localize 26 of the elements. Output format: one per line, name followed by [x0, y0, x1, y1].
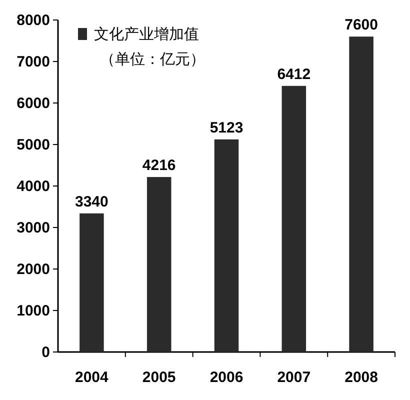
- bar: [214, 139, 239, 352]
- y-tick-label: 4000: [16, 178, 50, 195]
- y-tick-label: 6000: [16, 95, 50, 112]
- data-label: 4216: [142, 157, 176, 174]
- legend-label: 文化产业增加值: [94, 26, 199, 43]
- y-tick-label: 3000: [16, 220, 50, 236]
- y-tick-label: 2000: [16, 261, 50, 278]
- data-label: 7600: [344, 16, 378, 34]
- bar: [146, 177, 172, 352]
- y-tick-label: 0: [42, 344, 50, 361]
- y-tick-label: 1000: [16, 302, 50, 320]
- bar: [80, 213, 104, 352]
- x-tick-label: 2007: [277, 369, 311, 386]
- x-tick-label: 2005: [142, 369, 176, 386]
- x-tick-label: 2008: [344, 369, 378, 386]
- y-tick-label: 7000: [16, 54, 50, 70]
- data-label: 6412: [277, 66, 311, 83]
- bar: [282, 86, 306, 352]
- bar: [349, 36, 374, 352]
- y-tick-label: 8000: [16, 12, 50, 29]
- x-tick-label: 2004: [75, 369, 110, 386]
- data-label: 3340: [75, 193, 108, 210]
- annotation: （单位：亿元）: [100, 51, 205, 68]
- data-label: 5123: [210, 119, 244, 136]
- y-tick-label: 5000: [16, 136, 50, 154]
- x-tick-label: 2006: [210, 369, 244, 386]
